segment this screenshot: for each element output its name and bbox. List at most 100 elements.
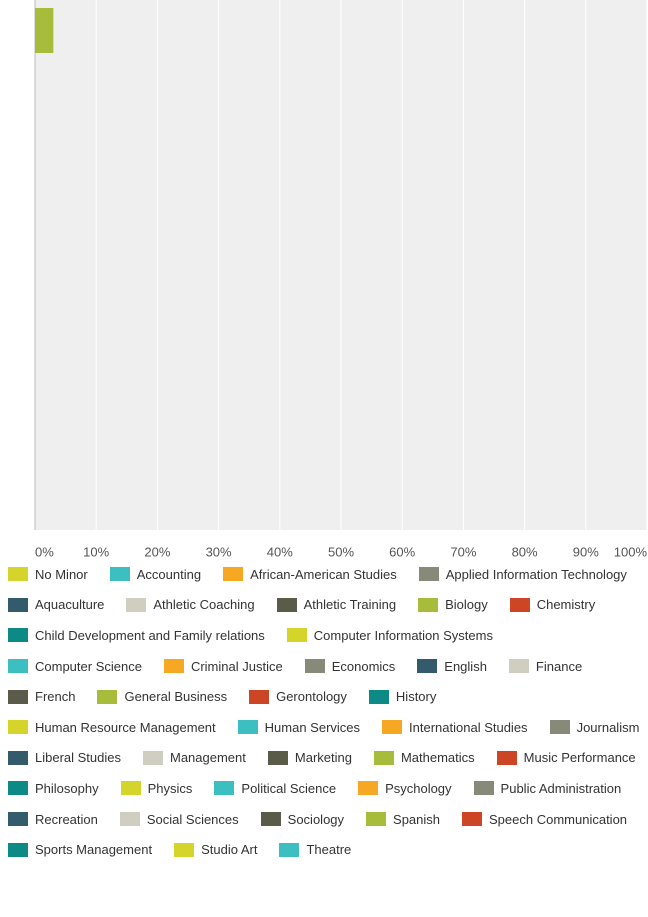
- legend-swatch: [8, 812, 28, 827]
- legend-swatch: [286, 628, 307, 643]
- x-tick-label: 20%: [144, 544, 170, 559]
- legend-label: Theatre: [306, 842, 352, 858]
- legend-item: Accounting: [109, 559, 202, 590]
- legend-swatch: [267, 750, 288, 765]
- legend-item: Liberal Studies: [8, 743, 121, 774]
- legend-item: Computer Information Systems: [286, 620, 493, 651]
- legend-swatch: [8, 689, 28, 704]
- legend-item: Human Resource Management: [8, 712, 216, 743]
- legend-swatch: [214, 781, 235, 796]
- legend-item: Journalism: [549, 712, 640, 743]
- legend-item: French: [8, 681, 75, 712]
- legend-swatch: [143, 750, 163, 765]
- legend-item: No Minor: [8, 559, 88, 590]
- legend-label: Athletic Coaching: [153, 597, 255, 613]
- legend-item: Sociology: [260, 804, 345, 835]
- legend-item: Criminal Justice: [163, 651, 283, 682]
- legend-swatch: [8, 659, 28, 674]
- legend-label: Marketing: [294, 750, 352, 766]
- legend-item: Athletic Coaching: [126, 590, 255, 621]
- legend-label: African-American Studies: [250, 566, 397, 582]
- legend-swatch: [8, 567, 28, 582]
- x-tick-label: 10%: [83, 544, 109, 559]
- legend-swatch: [358, 781, 379, 796]
- legend-swatch: [276, 597, 297, 612]
- legend-swatch: [163, 659, 184, 674]
- legend-swatch: [126, 597, 147, 612]
- legend-label: History: [395, 689, 437, 705]
- legend-item: Aquaculture: [8, 590, 104, 621]
- legend-label: Public Administration: [500, 780, 622, 796]
- legend-label: General Business: [124, 689, 228, 705]
- bar-segment: [35, 8, 54, 53]
- legend-swatch: [509, 597, 530, 612]
- legend: No Minor Accounting African-American Studi…: [8, 559, 644, 865]
- legend-label: Finance: [535, 658, 583, 674]
- legend-swatch: [8, 597, 28, 612]
- legend-item: International Studies: [382, 712, 528, 743]
- legend-swatch: [417, 659, 438, 674]
- legend-swatch: [418, 597, 439, 612]
- x-tick-label: 90%: [573, 544, 599, 559]
- legend-label: Physics: [147, 780, 193, 796]
- legend-item: Computer Science: [8, 651, 142, 682]
- legend-label: English: [444, 658, 487, 674]
- legend-item: Management: [143, 743, 246, 774]
- legend-label: Computer Science: [35, 658, 142, 674]
- legend-swatch: [462, 812, 483, 827]
- legend-label: Aquaculture: [35, 597, 105, 613]
- legend-swatch: [8, 628, 28, 643]
- legend-label: Spanish: [393, 811, 441, 827]
- legend-swatch: [120, 781, 141, 796]
- legend-item: Theatre: [279, 834, 351, 865]
- legend-label: Philosophy: [35, 780, 99, 796]
- legend-item: Psychology: [358, 773, 452, 804]
- legend-item: Marketing: [267, 743, 352, 774]
- legend-label: Human Resource Management: [35, 719, 216, 735]
- legend-label: Sociology: [287, 811, 345, 827]
- x-tick-label: 50%: [328, 544, 354, 559]
- legend-swatch: [549, 720, 570, 735]
- legend-swatch: [373, 750, 394, 765]
- legend-item: Spanish: [366, 804, 440, 835]
- legend-swatch: [119, 812, 140, 827]
- legend-label: Political Science: [241, 780, 337, 796]
- legend-label: Gerontology: [276, 689, 347, 705]
- legend-item: Economics: [304, 651, 395, 682]
- legend-swatch: [382, 720, 403, 735]
- legend-label: French: [35, 689, 76, 705]
- x-tick-label: 70%: [450, 544, 476, 559]
- legend-label: Criminal Justice: [190, 658, 283, 674]
- legend-swatch: [8, 842, 28, 857]
- legend-item: Chemistry: [509, 590, 596, 621]
- legend-swatch: [8, 720, 28, 735]
- legend-label: Accounting: [136, 566, 202, 582]
- legend-item: Social Sciences: [119, 804, 239, 835]
- legend-swatch: [249, 689, 270, 704]
- legend-label: Management: [170, 750, 246, 766]
- x-tick-label: 60%: [389, 544, 415, 559]
- legend-label: No Minor: [35, 566, 88, 582]
- legend-label: Chemistry: [536, 597, 596, 613]
- legend-swatch: [8, 750, 28, 765]
- legend-label: Sports Management: [35, 842, 153, 858]
- x-tick-label: 80%: [512, 544, 538, 559]
- legend-label: Journalism: [576, 719, 640, 735]
- legend-item: Human Services: [237, 712, 361, 743]
- legend-item: Philosophy: [8, 773, 99, 804]
- x-tick-label: 40%: [267, 544, 293, 559]
- legend-swatch: [366, 812, 387, 827]
- legend-swatch: [368, 689, 389, 704]
- legend-swatch: [496, 750, 517, 765]
- legend-item: Physics: [120, 773, 193, 804]
- legend-item: Mathematics: [373, 743, 475, 774]
- x-tick-label: 30%: [206, 544, 232, 559]
- legend-label: Human Services: [264, 719, 361, 735]
- legend-item: Athletic Training: [276, 590, 396, 621]
- legend-swatch: [8, 781, 28, 796]
- legend-swatch: [473, 781, 494, 796]
- legend-swatch: [418, 567, 439, 582]
- legend-item: Public Administration: [473, 773, 622, 804]
- legend-label: Liberal Studies: [35, 750, 121, 766]
